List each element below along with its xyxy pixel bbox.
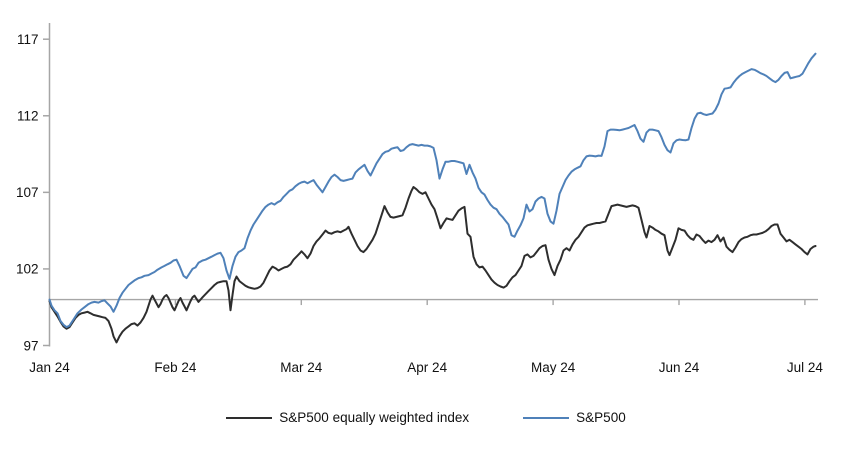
y-tick-label-102: 102 (16, 262, 39, 277)
x-tick-label-may-24: May 24 (531, 360, 576, 375)
x-tick-label-jun-24: Jun 24 (659, 360, 700, 375)
x-tick-label-mar-24: Mar 24 (280, 360, 323, 375)
series-line-s-p500 (48, 52, 817, 329)
legend-label: S&P500 equally weighted index (279, 410, 470, 425)
y-tick-label-117: 117 (17, 32, 39, 47)
chart-legend: S&P500 equally weighted index S&P500 (0, 410, 852, 425)
price-chart: 97 102 107 112 117 Jan 24 Feb 24 Mar 24 Apr 24 Ma… (16, 23, 824, 375)
series-line-s-p500-equally-weighted-index (48, 186, 817, 344)
y-tick-label-112: 112 (17, 109, 39, 124)
legend-item-sp500: S&P500 (523, 410, 626, 425)
x-tick-label-apr-24: Apr 24 (407, 360, 447, 375)
y-tick-label-107: 107 (16, 185, 39, 200)
x-tick-label-jan-24: Jan 24 (29, 360, 70, 375)
legend-item-sp500-equal-weight: S&P500 equally weighted index (226, 410, 469, 425)
legend-label: S&P500 (576, 410, 626, 425)
x-tick-label-jul-24: Jul 24 (787, 360, 824, 375)
legend-line-swatch-blue (523, 416, 570, 419)
legend-line-swatch-black (226, 416, 273, 419)
x-tick-label-feb-24: Feb 24 (154, 360, 197, 375)
y-tick-label-97: 97 (23, 338, 38, 353)
